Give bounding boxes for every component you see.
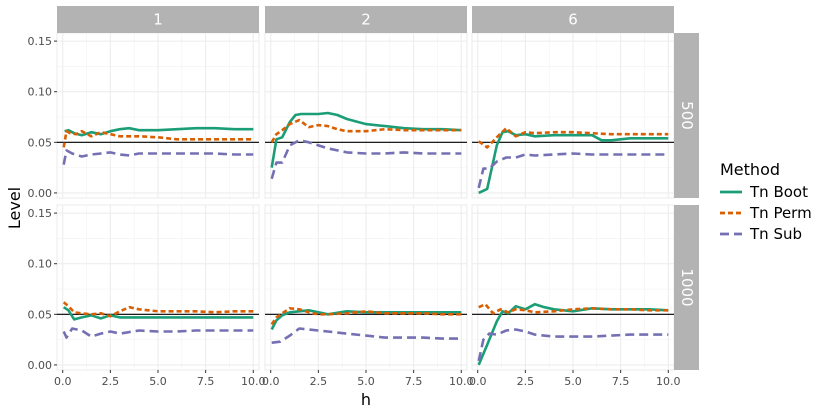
x-tick-label: 5.0	[564, 375, 582, 388]
y-tick-label: 0.15	[28, 207, 53, 220]
panel-1-500	[56, 32, 260, 199]
series-line-tn-boot	[62, 306, 254, 321]
col-strip	[57, 6, 259, 33]
x-tick-label: 0.0	[262, 375, 280, 388]
panels	[56, 32, 675, 371]
legend-item-tn-sub: Tn Sub	[720, 225, 802, 243]
legend-label: Tn Sub	[749, 225, 802, 243]
legend-item-tn-boot: Tn Boot	[720, 183, 808, 201]
series-line-tn-sub	[271, 327, 462, 344]
x-tick-label: 5.0	[149, 375, 167, 388]
y-tick-label: 0.15	[28, 35, 53, 48]
series-line-tn-boot	[478, 129, 669, 195]
series-line-tn-boot	[477, 302, 669, 366]
panel-6-500	[471, 32, 675, 199]
x-tick-label: 10.0	[449, 375, 474, 388]
panel-2-500	[264, 32, 468, 199]
x-tick-label: 10.0	[656, 375, 681, 388]
series-line-tn-sub	[62, 149, 254, 165]
x-tick-label: 7.5	[612, 375, 630, 388]
series-line-tn-boot	[270, 111, 462, 168]
row-strip-label: 500	[678, 101, 696, 130]
panel-6-1000	[471, 204, 675, 371]
y-tick-label: 0.10	[28, 258, 53, 271]
series-line-tn-sub	[477, 328, 669, 362]
y-tick-label: 0.05	[28, 136, 53, 149]
series-line-tn-sub	[270, 139, 462, 180]
x-tick-label: 7.5	[197, 375, 215, 388]
x-tick-label: 0.0	[54, 375, 72, 388]
series-line-tn-sub	[477, 152, 669, 189]
x-tick-label: 10.0	[241, 375, 266, 388]
col-strip	[265, 6, 467, 33]
series-line-tn-perm	[270, 306, 462, 326]
series-line-tn-perm	[62, 301, 254, 318]
y-tick-label: 0.00	[28, 359, 53, 372]
x-tick-label: 2.5	[517, 375, 535, 388]
series-line-tn-perm	[270, 118, 462, 143]
y-tick-label: 0.10	[28, 86, 53, 99]
series-line-tn-perm	[62, 129, 254, 148]
col-strip-label: 2	[361, 11, 371, 29]
x-axis-title: h	[361, 390, 371, 409]
legend-label: Tn Perm	[749, 204, 812, 222]
series-line-tn-perm	[478, 302, 669, 315]
y-tick-label: 0.05	[28, 308, 53, 321]
x-tick-label: 5.0	[357, 375, 375, 388]
axes: 0.00 0.05 0.10 0.15 0.00 0.05 0.10 0.15 0.0 2.5 5.…	[28, 35, 681, 388]
x-tick-label: 0.0	[469, 375, 487, 388]
row-strip	[674, 205, 699, 370]
series-line-tn-sub	[62, 327, 254, 339]
x-tick-label: 2.5	[102, 375, 120, 388]
panel-2-1000	[264, 204, 468, 371]
y-tick-label: 0.00	[28, 187, 53, 200]
col-strip	[472, 6, 674, 33]
col-strip-label: 1	[153, 11, 163, 29]
legend-item-tn-perm: Tn Perm	[720, 204, 812, 222]
legend-label: Tn Boot	[749, 183, 808, 201]
col-strip-label: 6	[568, 11, 578, 29]
legend-title: Method	[720, 160, 780, 179]
y-axis-title: Level	[5, 187, 24, 229]
series-line-tn-perm	[477, 126, 669, 149]
row-strip-label: 1000	[678, 268, 696, 306]
x-tick-label: 2.5	[310, 375, 328, 388]
x-tick-label: 7.5	[405, 375, 423, 388]
legend: Method Tn Boot Tn Perm Tn Sub	[720, 160, 812, 243]
facet-strips: 1 2 6 500 1000	[57, 6, 699, 370]
row-strip	[674, 33, 699, 198]
panel-1-1000	[56, 204, 260, 371]
